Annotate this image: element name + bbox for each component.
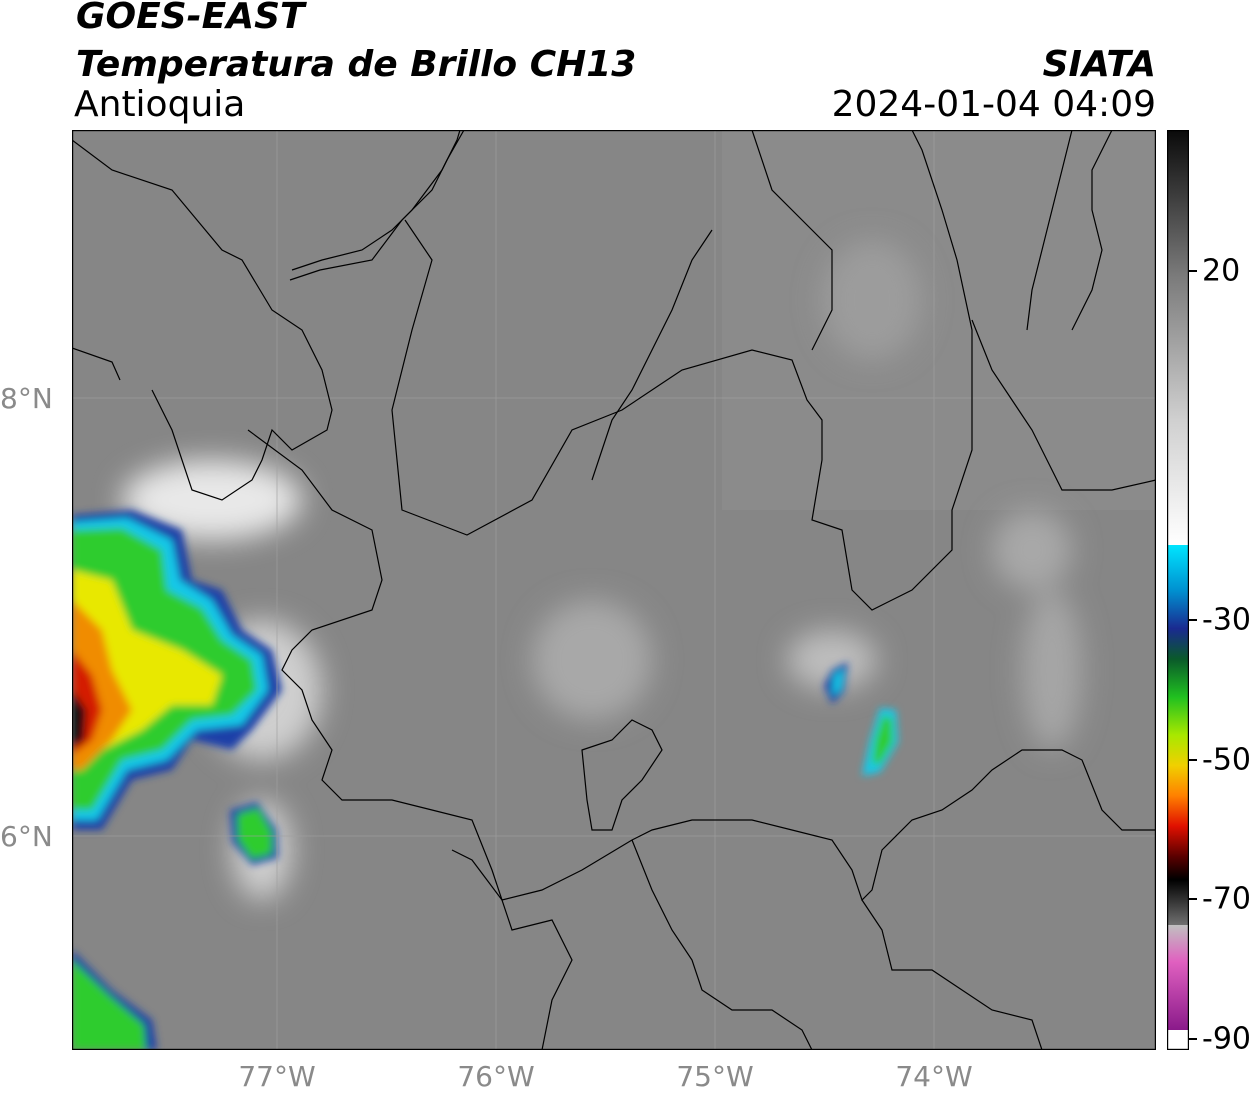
lon-label-74w: 74°W [895, 1060, 973, 1093]
map-frame [72, 130, 1156, 1050]
lon-label-75w: 75°W [676, 1060, 754, 1093]
region-label: Antioquia [74, 84, 246, 125]
upper-right-lighter-zone [722, 130, 1156, 510]
lon-label-77w: 77°W [238, 1060, 316, 1093]
lon-label-76w: 76°W [457, 1060, 535, 1093]
satellite-title: GOES-EAST [76, 0, 305, 37]
colorbar-label-minus70: -70 [1202, 881, 1251, 917]
brightness-temperature-map [72, 130, 1156, 1050]
lat-label-6n: 6°N [0, 820, 53, 853]
colorbar-label-minus90: -90 [1202, 1021, 1251, 1057]
colorbar-tick [1189, 619, 1197, 621]
colorbar-tick [1189, 1038, 1197, 1040]
lat-label-8n: 8°N [0, 382, 53, 415]
colorbar-label-minus50: -50 [1202, 742, 1251, 778]
colorbar-tick [1189, 898, 1197, 900]
product-title: Temperatura de Brillo CH13 [76, 44, 637, 85]
colorbar-label-minus30: -30 [1202, 602, 1251, 638]
boundary-lines [72, 130, 1156, 1050]
graticule [72, 130, 1156, 1050]
datetime-label: 2024-01-04 04:09 [831, 84, 1156, 125]
convective-cells [72, 510, 898, 1050]
colorbar-tick [1189, 759, 1197, 761]
agency-label: SIATA [1042, 44, 1156, 85]
colorbar-label-20: 20 [1202, 253, 1241, 289]
colorbar [1167, 130, 1189, 1050]
colorbar-tick [1189, 270, 1197, 272]
